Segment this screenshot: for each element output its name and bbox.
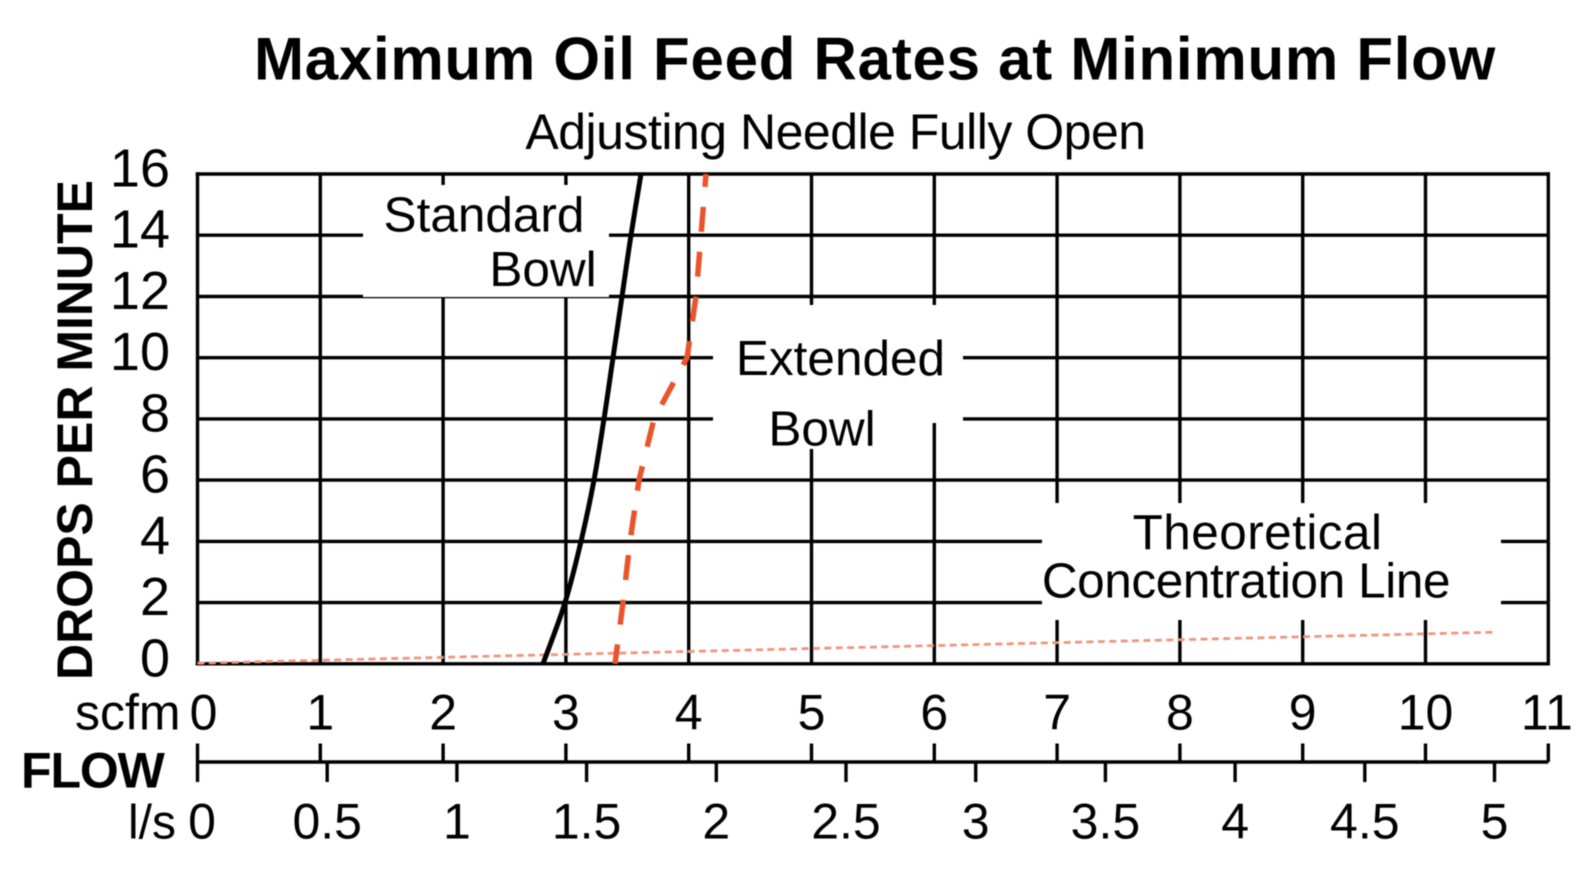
svg-text:2.5: 2.5	[811, 794, 881, 850]
svg-text:Adjusting Needle Fully Open: Adjusting Needle Fully Open	[525, 104, 1145, 160]
svg-text:4: 4	[675, 685, 703, 741]
svg-text:9: 9	[1289, 685, 1317, 741]
svg-text:Concentration Line: Concentration Line	[1042, 554, 1450, 609]
svg-text:0.5: 0.5	[292, 794, 362, 850]
svg-text:Theoretical: Theoretical	[1133, 505, 1383, 560]
svg-text:10: 10	[110, 322, 170, 382]
svg-text:l/s: l/s	[128, 797, 176, 850]
svg-text:4.5: 4.5	[1330, 794, 1400, 850]
svg-text:0: 0	[190, 685, 218, 741]
svg-text:6: 6	[140, 445, 170, 505]
svg-text:Standard: Standard	[384, 188, 585, 243]
svg-text:3: 3	[962, 794, 990, 850]
svg-text:1: 1	[306, 685, 334, 741]
svg-text:10: 10	[1398, 685, 1454, 741]
svg-text:Bowl: Bowl	[768, 402, 875, 457]
svg-text:12: 12	[110, 261, 170, 321]
svg-text:1.5: 1.5	[552, 794, 622, 850]
svg-text:2: 2	[429, 685, 457, 741]
svg-text:11: 11	[1521, 685, 1573, 741]
svg-text:4: 4	[140, 506, 170, 566]
svg-text:Extended: Extended	[736, 331, 945, 386]
svg-text:scfm: scfm	[75, 685, 181, 741]
svg-text:16: 16	[110, 139, 170, 199]
svg-text:Maximum Oil Feed Rates at Mini: Maximum Oil Feed Rates at Minimum Flow	[254, 26, 1496, 93]
svg-text:3: 3	[552, 685, 580, 741]
svg-text:1: 1	[443, 794, 471, 850]
svg-text:DROPS PER MINUTE: DROPS PER MINUTE	[47, 180, 103, 680]
svg-text:5: 5	[1481, 794, 1509, 850]
svg-text:8: 8	[1166, 685, 1194, 741]
svg-text:0: 0	[188, 794, 216, 850]
svg-text:2: 2	[140, 567, 170, 627]
svg-text:0: 0	[140, 628, 170, 688]
svg-text:14: 14	[110, 200, 170, 260]
svg-text:2: 2	[702, 794, 730, 850]
svg-text:8: 8	[140, 383, 170, 443]
svg-text:7: 7	[1043, 685, 1071, 741]
svg-text:6: 6	[920, 685, 948, 741]
svg-text:4: 4	[1221, 794, 1249, 850]
svg-text:FLOW: FLOW	[21, 742, 166, 798]
svg-text:Bowl: Bowl	[489, 242, 596, 297]
svg-text:5: 5	[798, 685, 826, 741]
svg-text:3.5: 3.5	[1071, 794, 1141, 850]
